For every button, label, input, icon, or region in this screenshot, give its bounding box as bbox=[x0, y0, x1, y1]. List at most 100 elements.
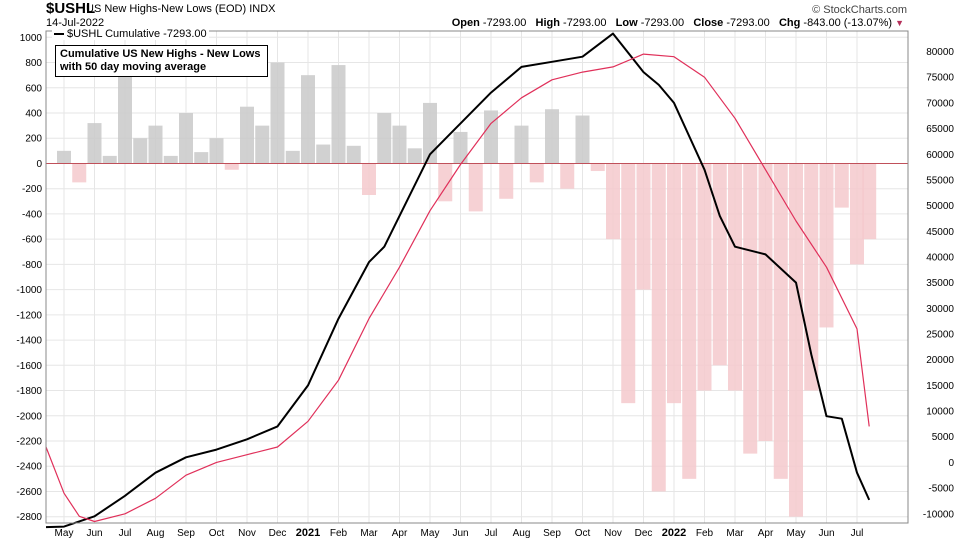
low-label: Low bbox=[615, 17, 638, 29]
x-tick-label: Feb bbox=[330, 528, 348, 539]
x-tick-label: Feb bbox=[696, 528, 714, 539]
left-tick-label: 800 bbox=[25, 58, 42, 69]
x-tick-label: Sep bbox=[177, 528, 195, 539]
x-tick-label: Apr bbox=[758, 528, 774, 539]
hl-bar bbox=[148, 125, 163, 164]
x-tick-label: Dec bbox=[635, 528, 653, 539]
x-tick-label: Mar bbox=[360, 528, 378, 539]
hl-bar bbox=[209, 138, 224, 164]
left-tick-label: -400 bbox=[22, 209, 42, 220]
down-arrow-icon: ▼ bbox=[895, 18, 904, 28]
right-tick-label: -5000 bbox=[928, 484, 954, 495]
hl-bar bbox=[697, 163, 712, 391]
right-tick-label: 55000 bbox=[926, 175, 954, 186]
left-tick-label: -1400 bbox=[16, 336, 42, 347]
series-legend: $USHL Cumulative -7293.00 bbox=[52, 28, 209, 40]
x-tick-label: Jun bbox=[86, 528, 102, 539]
left-tick-label: 1000 bbox=[20, 33, 43, 44]
brand-watermark: © StockCharts.com bbox=[812, 4, 907, 16]
hl-bar bbox=[377, 113, 392, 164]
right-tick-label: 5000 bbox=[932, 432, 955, 443]
open-value: -7293.00 bbox=[482, 17, 527, 29]
right-tick-label: 60000 bbox=[926, 150, 954, 161]
annotation-line-1: Cumulative US New Highs - New Lows bbox=[60, 48, 261, 60]
hl-bar bbox=[179, 113, 193, 164]
hl-bar bbox=[301, 75, 315, 164]
plot-frame bbox=[45, 30, 909, 524]
hl-bar bbox=[87, 123, 102, 164]
hl-bar bbox=[57, 150, 71, 164]
right-tick-label: 65000 bbox=[926, 124, 954, 135]
hl-bar bbox=[758, 163, 773, 441]
hl-bar bbox=[163, 155, 178, 164]
hl-bar bbox=[545, 109, 559, 164]
line-series bbox=[45, 32, 871, 529]
high-label: High bbox=[535, 17, 560, 29]
ohlc-readout: Open -7293.00 High -7293.00 Low -7293.00… bbox=[452, 17, 904, 29]
hl-bar bbox=[834, 163, 849, 208]
left-tick-label: -200 bbox=[22, 184, 42, 195]
left-tick-label: -1600 bbox=[16, 361, 42, 372]
hl-bar bbox=[362, 163, 376, 195]
change-value: -843.00 (-13.07%) bbox=[803, 17, 893, 29]
right-tick-label: 15000 bbox=[926, 381, 954, 392]
x-tick-label: Jun bbox=[818, 528, 834, 539]
cumulative-line bbox=[45, 32, 871, 529]
x-tick-label: Jul bbox=[851, 528, 864, 539]
hl-bar bbox=[514, 125, 529, 164]
right-tick-label: 25000 bbox=[926, 330, 954, 341]
legend-label: $USHL Cumulative -7293.00 bbox=[67, 28, 207, 40]
hl-bar bbox=[789, 163, 803, 517]
hl-bar bbox=[453, 131, 468, 164]
hl-bar bbox=[118, 67, 132, 164]
ticker-description: US New Highs-New Lows (EOD) INDX bbox=[86, 3, 276, 15]
left-tick-label: -2600 bbox=[16, 487, 42, 498]
hl-bar bbox=[484, 110, 498, 164]
x-tick-label: Jun bbox=[452, 528, 468, 539]
hl-bar bbox=[590, 163, 605, 172]
hl-bar bbox=[423, 102, 437, 164]
legend-swatch bbox=[54, 33, 64, 36]
x-tick-label: Nov bbox=[604, 528, 622, 539]
x-tick-label: Jul bbox=[485, 528, 498, 539]
annotation-box: Cumulative US New Highs - New Lows with … bbox=[55, 45, 268, 77]
quote-date: 14-Jul-2022 bbox=[46, 17, 105, 29]
x-tick-label: Oct bbox=[575, 528, 591, 539]
moving-average-line bbox=[45, 53, 870, 523]
left-tick-label: 600 bbox=[25, 83, 42, 94]
left-tick-label: -2000 bbox=[16, 411, 42, 422]
right-tick-label: 10000 bbox=[926, 407, 954, 418]
hl-bar bbox=[270, 62, 285, 164]
x-tick-label: Dec bbox=[269, 528, 287, 539]
right-tick-label: 30000 bbox=[926, 304, 954, 315]
ticker-symbol: $USHL bbox=[46, 0, 96, 17]
left-tick-label: -2800 bbox=[16, 512, 42, 523]
hl-bar bbox=[850, 163, 864, 265]
annotation-line-2: with 50 day moving average bbox=[60, 61, 207, 73]
new-highs-lows-bars bbox=[46, 62, 908, 517]
right-tick-label: 80000 bbox=[926, 47, 954, 58]
chart-header: $USHL US New Highs-New Lows (EOD) INDX 1… bbox=[0, 0, 960, 42]
hl-bar bbox=[560, 163, 575, 189]
hl-bar bbox=[331, 65, 346, 164]
low-value: -7293.00 bbox=[640, 17, 685, 29]
x-tick-label: May bbox=[787, 528, 806, 539]
right-tick-label: 20000 bbox=[926, 355, 954, 366]
left-tick-label: -800 bbox=[22, 260, 42, 271]
hl-bar bbox=[346, 145, 361, 164]
hl-bar bbox=[682, 163, 697, 479]
left-tick-label: -2400 bbox=[16, 462, 42, 473]
right-axis: 8000075000700006500060000550005000045000… bbox=[923, 47, 955, 520]
left-tick-label: 0 bbox=[36, 159, 42, 170]
right-tick-label: 45000 bbox=[926, 227, 954, 238]
x-axis: May Jun Jul Aug Sep Oct Nov Dec 2021 Feb Mar Apr May… bbox=[55, 527, 864, 539]
hl-bar bbox=[636, 163, 651, 290]
hl-bar bbox=[728, 163, 742, 391]
hl-bar bbox=[102, 155, 117, 164]
x-tick-label: May bbox=[421, 528, 440, 539]
hl-bar bbox=[743, 163, 758, 454]
right-tick-label: 50000 bbox=[926, 201, 954, 212]
right-tick-label: 35000 bbox=[926, 278, 954, 289]
right-tick-label: 70000 bbox=[926, 98, 954, 109]
